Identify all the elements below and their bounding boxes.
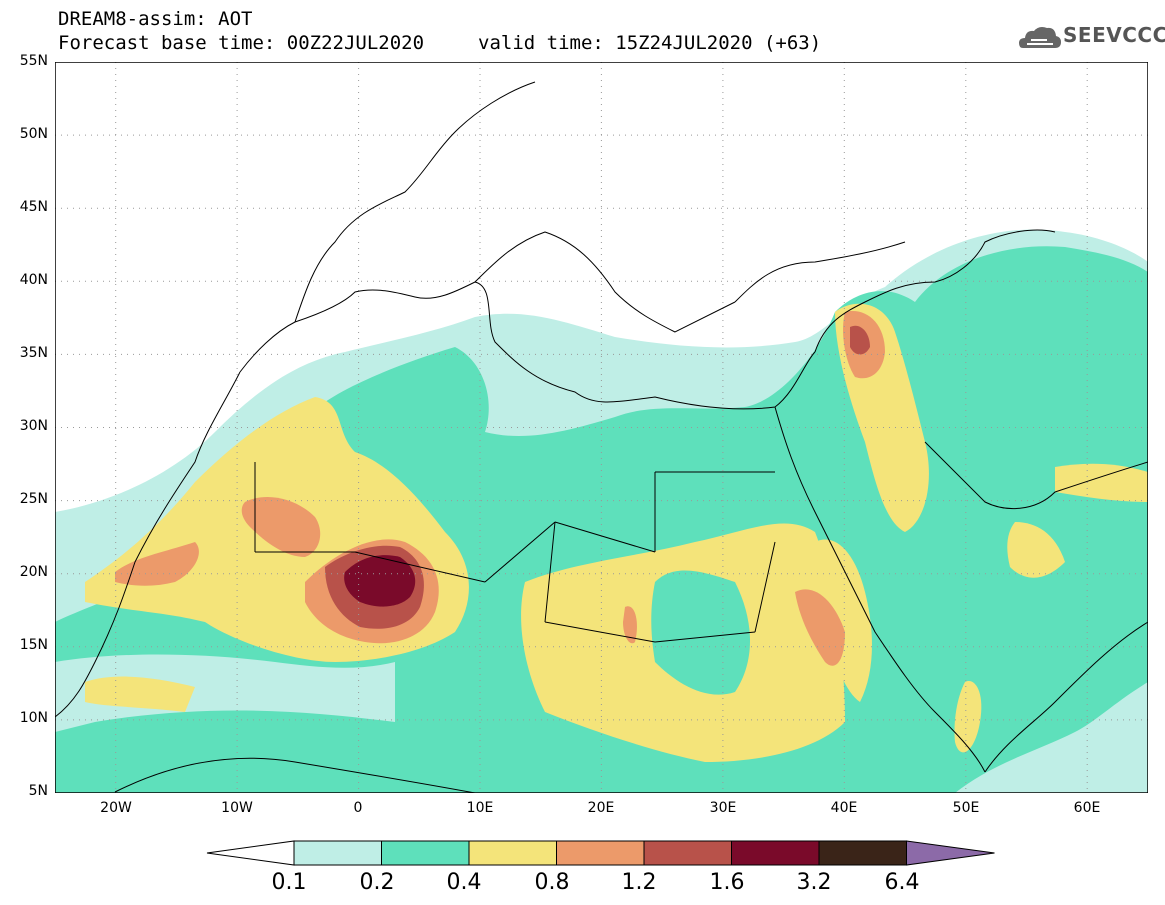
lon-label: 50E — [952, 800, 980, 816]
lon-label: 10W — [221, 800, 253, 816]
lat-label: 25N — [19, 491, 48, 507]
colorbar — [206, 840, 995, 866]
colorbar-label: 3.2 — [796, 870, 832, 895]
valid-time: valid time: 15Z24JUL2020 (+63) — [478, 32, 822, 54]
lon-label: 30E — [709, 800, 737, 816]
gridlines — [55, 62, 1148, 793]
lat-label: 15N — [19, 637, 48, 653]
colorbar-label: 0.4 — [446, 870, 482, 895]
colorbar-label: 6.4 — [884, 870, 920, 895]
colorbar-label: 0.2 — [359, 870, 395, 895]
lat-label: 55N — [19, 53, 48, 69]
colorbar-box — [818, 840, 907, 866]
colorbar-label: 0.1 — [271, 870, 307, 895]
colorbar-min-arrow — [206, 840, 295, 866]
lon-label: 0 — [353, 800, 363, 816]
aot-field-1-6 — [344, 555, 416, 607]
colorbar-label: 1.2 — [621, 870, 657, 895]
coastlines — [55, 81, 1148, 793]
lat-label: 20N — [19, 564, 48, 580]
lon-label: 40E — [830, 800, 858, 816]
aot-map — [55, 62, 1148, 793]
lon-label: 60E — [1073, 800, 1101, 816]
lat-label: 35N — [19, 345, 48, 361]
map-title: DREAM8-assim: AOT — [58, 8, 253, 30]
lat-label: 40N — [19, 272, 48, 288]
lat-label: 5N — [28, 783, 48, 799]
lon-label: 20E — [587, 800, 615, 816]
colorbar-box — [293, 840, 382, 866]
forecast-base-time: Forecast base time: 00Z22JUL2020 — [58, 32, 425, 54]
lon-label: 10E — [466, 800, 494, 816]
lat-label: 10N — [19, 710, 48, 726]
colorbar-label: 1.6 — [709, 870, 745, 895]
lat-label: 30N — [19, 418, 48, 434]
colorbar-box — [643, 840, 732, 866]
lat-label: 45N — [19, 199, 48, 215]
colorbar-max-arrow — [906, 840, 995, 866]
lat-label: 50N — [19, 126, 48, 142]
colorbar-box — [381, 840, 470, 866]
map-area — [55, 62, 1148, 793]
cloud-icon — [1019, 27, 1061, 48]
colorbar-box — [468, 840, 557, 866]
colorbar-box — [731, 840, 820, 866]
logo-text: SEEVCCC — [1063, 23, 1165, 47]
colorbar-box — [556, 840, 645, 866]
lon-label: 20W — [100, 800, 132, 816]
colorbar-label: 0.8 — [534, 870, 570, 895]
